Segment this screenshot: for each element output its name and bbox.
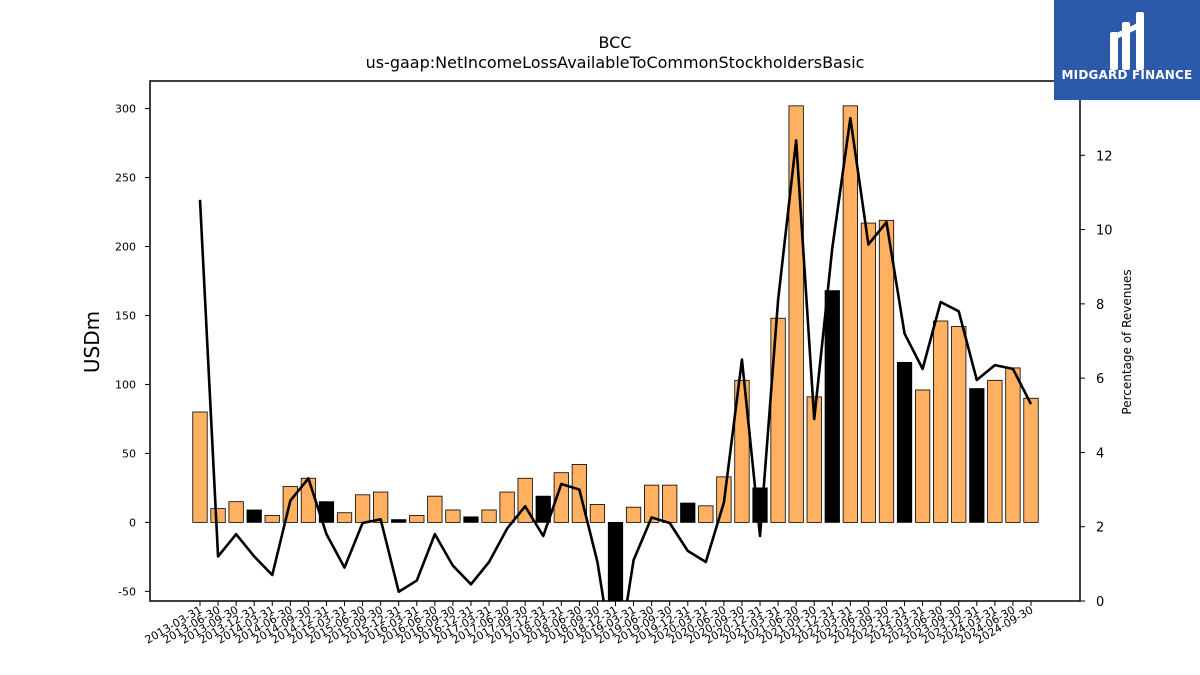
bar-2021-06-30: [788, 105, 804, 523]
bar-2023-09-30: [951, 326, 967, 523]
y-tick-label: -50: [118, 585, 136, 598]
brand-logo: MIDGARD FINANCE: [1054, 0, 1200, 100]
bar-2023-06-30: [933, 320, 949, 523]
bar-2017-03-31: [481, 509, 497, 523]
bar-2013-06-30: [210, 508, 226, 523]
y-tick-label: 200: [115, 241, 136, 254]
chart-title: BCC: [598, 33, 631, 52]
bar-2016-06-30: [427, 495, 443, 523]
bar-2016-03-31: [409, 515, 425, 523]
y-tick-label: 300: [115, 103, 136, 116]
bar-2018-12-31: [607, 521, 624, 601]
bar-2013-12-31: [246, 509, 262, 523]
bar-2019-06-30: [644, 484, 660, 523]
plot-area: [192, 105, 1039, 601]
bar-2021-09-30: [806, 396, 822, 523]
y-axis-label: USDm: [80, 311, 104, 373]
bar-2022-09-30: [878, 219, 895, 523]
y-right-tick-label: 4: [1096, 446, 1104, 461]
percentage-line: [198, 116, 1033, 601]
bar-2022-03-31: [842, 105, 858, 523]
bar-2019-12-31: [680, 502, 696, 523]
bar-2017-12-31: [535, 495, 551, 523]
y-right-tick-label: 8: [1096, 298, 1104, 313]
y-right-tick-label: 6: [1096, 372, 1104, 387]
bar-2016-12-31: [463, 516, 479, 523]
bar-2015-03-31: [336, 512, 353, 523]
bar-2024-09-30: [1023, 397, 1039, 523]
bar-2019-03-31: [625, 506, 642, 523]
bar-2015-09-30: [373, 491, 389, 523]
bar-2023-12-31: [969, 388, 985, 523]
bar-2017-06-30: [499, 491, 515, 523]
y-right-tick-label: 0: [1096, 595, 1104, 610]
bar-2013-03-31: [192, 411, 208, 523]
y-right-tick-label: 2: [1096, 521, 1104, 536]
y-tick-label: 250: [115, 172, 136, 185]
bar-2024-03-31: [987, 379, 1003, 523]
bar-2024-06-30: [1005, 367, 1021, 523]
bar-2023-03-31: [914, 389, 931, 523]
y-tick-label: 100: [115, 378, 136, 391]
bar-2018-09-30: [589, 504, 606, 523]
bar-2022-06-30: [860, 222, 877, 523]
y-tick-label: 150: [115, 309, 136, 322]
bar-2022-12-31: [896, 361, 913, 523]
axes: -500501001502002503000246810122013-03-31…: [115, 103, 1113, 647]
bar-2020-09-30: [734, 379, 750, 523]
bar-2021-03-31: [770, 317, 786, 523]
y-tick-label: 50: [122, 447, 136, 460]
y-right-tick-label: 10: [1096, 224, 1113, 239]
y-right-tick-label: 12: [1096, 149, 1113, 164]
logo-text: MIDGARD FINANCE: [1061, 68, 1193, 82]
bar-2015-06-30: [354, 494, 371, 523]
y-axis-right-label: Percentage of Revenues: [1120, 269, 1134, 414]
bar-2015-12-31: [391, 519, 407, 523]
bar-2013-09-30: [228, 501, 244, 523]
logo-mark-icon: [1110, 12, 1144, 70]
bar-2021-12-31: [824, 290, 840, 523]
y-tick-label: 0: [129, 516, 136, 529]
bar-2020-03-31: [698, 505, 714, 523]
bar-2016-09-30: [445, 509, 461, 523]
chart-subtitle: us-gaap:NetIncomeLossAvailableToCommonSt…: [366, 53, 865, 72]
bar-2019-09-30: [662, 484, 678, 523]
bar-2014-03-31: [264, 515, 280, 523]
